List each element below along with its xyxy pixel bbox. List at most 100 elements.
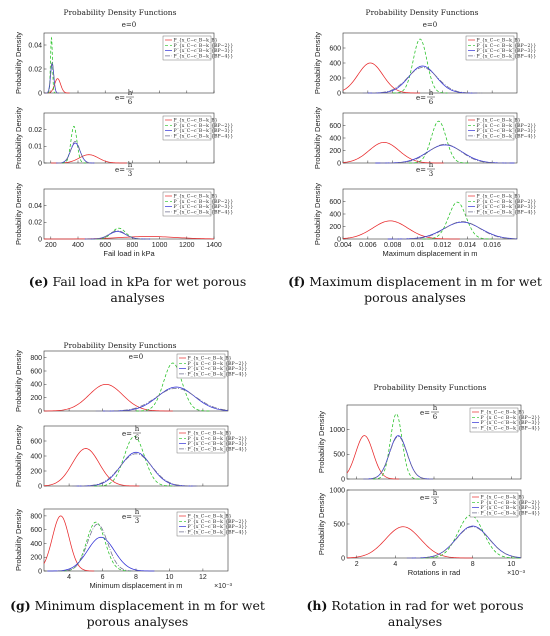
chart-e-panel-0-ytick-label-1: 0.02	[28, 66, 42, 73]
chart-e-panel-1: 0 0.01 0.02 Probability Density P_{x_C−c_B−k…	[14, 107, 233, 169]
chart-f-panel-1-legend: P_{x_C−c_B−k_B}P_{x_C−c_B−k_{BP−2}}P_{x_…	[465, 115, 537, 141]
chart-e-panel-2-legend: P_{x_C−c_B−k_B}P_{x_C−c_B−k_{BP−2}}P_{x_…	[162, 191, 234, 217]
chart-g-panel-2-ytick-label-4: 800	[30, 513, 42, 520]
chart-f-panel-1-series-0	[342, 142, 444, 164]
chart-h-panel-0-legend-label-0: P_{x_C−c_B−k_B}	[481, 410, 525, 416]
chart-e-panel-1-ytick-label-1: 0.01	[28, 144, 42, 151]
chart-h-panel-0-ytick-label-0: 0	[341, 476, 345, 483]
chart-f-panel-0-legend: P_{x_C−c_B−k_B}P_{x_C−c_B−k_{BP−2}}P_{x_…	[465, 35, 536, 61]
chart-g-panel-2-series-1	[59, 521, 133, 572]
chart-g-panel-2-ylabel: Probability Density	[14, 509, 23, 571]
chart-g-panel-2-ytick-label-3: 600	[30, 527, 42, 534]
chart-f-panel-2-legend-label-3: P_{x_C−c_B−k_{BP−4}}	[477, 210, 537, 216]
chart-f-title: Probability Density Functions	[366, 8, 479, 17]
caption-h-letter: (h)	[306, 598, 328, 613]
chart-f-panel-2-legend: P_{x_C−c_B−k_B}P_{x_C−c_B−k_{BP−2}}P_{x_…	[465, 191, 537, 217]
chart-e-panel-2-legend-label-0: P_{x_C−c_B−k_B}	[174, 194, 218, 200]
chart-g-panel-2-subtitle-den: 3	[135, 517, 139, 525]
caption-e-text: Fail load in kPa for wet porous analyses	[52, 274, 247, 305]
chart-g-panel-0: 0 200 400 600 800 Probability Density P_{x_C−c…	[14, 350, 247, 416]
chart-g-xlabel: Minimum displacement in m	[90, 581, 183, 590]
chart-e-panel-1-legend-label-1: P_{x_C−c_B−k_{BP−2}}	[174, 123, 234, 129]
chart-e-panel-1-legend-label-2: P_{x_C−c_B−k_{BP−3}}	[174, 128, 234, 134]
chart-f-panel-2-subtitle: e=h3	[416, 161, 435, 178]
chart-g-panel-1-series-1	[94, 436, 175, 487]
chart-f-panel-2-legend-label-1: P_{x_C−c_B−k_{BP−2}}	[477, 199, 537, 205]
chart-e-panel-1-subtitle: e=h6	[115, 89, 134, 106]
chart-e-panel-0-legend: P_{x_C−c_B−k_B}P_{x_C−c_B−k_{BP−2}} P_{x_…	[162, 35, 234, 61]
chart-e-panel-0-legend-label-1: P_{x_C−c_B−k_{BP−2}}	[174, 43, 234, 49]
chart-g-panel-0-series-1	[136, 362, 210, 412]
chart-g-xtick-label-3: 10	[166, 574, 174, 581]
chart-g-panel-2: 0 200 400 600 800 Probability Density P_{x_C−c…	[14, 509, 247, 576]
chart-g-panel-2-subtitle-lhs: e=	[122, 513, 132, 521]
chart-f-panel-1-subtitle-num: h	[429, 89, 434, 97]
chart-g-panel-2-subtitle: e=h3	[122, 508, 141, 525]
chart-f-xtick-label-1: 0.006	[359, 242, 377, 249]
chart-e-xtick-label-4: 1000	[152, 242, 168, 249]
chart-g-panel-2-series-3	[57, 523, 138, 572]
chart-g-panel-1-subtitle-den: 6	[135, 434, 140, 442]
chart-h-xlabel: Rotations in rad	[408, 568, 461, 577]
chart-e-panel-1-series-3	[57, 140, 94, 164]
chart-f-panel-1-series-1	[408, 120, 469, 164]
chart-h-panel-1-legend-label-3: P_{x_C−c_B−k_{BP−4}}	[481, 511, 541, 517]
chart-e-panel-2-series-3	[85, 230, 149, 240]
chart-g-panel-0-ytick-label-0: 0	[38, 408, 42, 415]
chart-e-panel-0-legend-label-3: P_{x_C−c_B−k_{BP−4}}	[174, 54, 234, 60]
chart-g-panel-2-series-0	[43, 515, 95, 572]
chart-f-panel-0-subtitle: e=0	[423, 21, 437, 29]
chart-e-panel-2-legend-label-1: P_{x_C−c_B−k_{BP−2}}	[174, 199, 234, 205]
chart-f-panel-1-ytick-label-2: 400	[329, 135, 341, 142]
chart-f-xtick-label-5: 0.014	[459, 242, 477, 249]
chart-h-panel-0-legend-label-2: P_{x_C−c_B−k_{BP−3}}	[481, 420, 541, 426]
chart-f-panel-2-ytick-label-1: 200	[329, 224, 341, 231]
chart-f-xtick-label-0: 0.004	[334, 242, 352, 249]
chart-h-panel-0-legend-box	[469, 407, 519, 433]
chart-g-xtick-label-0: 4	[67, 574, 71, 581]
caption-f: (f) Maximum displacement in m for wet po…	[280, 274, 550, 306]
chart-e-title: Probability Density Functions	[64, 8, 177, 17]
chart-e-panel-0-legend-label-0: P_{x_C−c_B−k_B}	[174, 38, 218, 44]
chart-f-panel-2-legend-label-2: P_{x_C−c_B−k_{BP−3}}	[477, 204, 537, 210]
chart-f-panel-1-legend-label-3: P_{x_C−c_B−k_{BP−4}}	[477, 134, 537, 140]
chart-f-panel-0-ylabel: Probability Density	[313, 32, 322, 94]
chart-g-panel-2-legend-label-3: P_{x_C−c_B−k_{BP−4}}	[188, 530, 248, 536]
chart-e-panel-1-ytick-label-2: 0.02	[28, 127, 42, 134]
chart-g-panel-1: 0 200 400 600 Probability Density P_{x_C−c_B−…	[14, 425, 247, 491]
chart-h-xtick-label-2: 6	[432, 561, 436, 568]
chart-e-panel-1-subtitle-num: h	[128, 89, 133, 97]
chart-f-panel-0-ytick-label-1: 200	[329, 75, 341, 82]
chart-h-panel-1-subtitle: e=h3	[420, 489, 439, 506]
caption-f-letter: (f)	[288, 274, 306, 289]
chart-g-panel-1-subtitle-num: h	[135, 425, 140, 433]
chart-f-panel-1: 0 200 400 600 Probability Density P_{x_C−c_B−…	[313, 107, 536, 169]
chart-g-panel-1-series-3	[72, 453, 200, 487]
chart-f-panel-1-subtitle: e=h6	[416, 89, 435, 106]
chart-f-panel-2-ytick-label-0: 0	[337, 236, 341, 243]
chart-g-panel-1-subtitle: e=h6	[122, 425, 141, 442]
chart-f-panel-2-subtitle-lhs: e=	[416, 166, 426, 174]
chart-h-panel-0-legend-label-3: P_{x_C−c_B−k_{BP−4}}	[481, 426, 541, 432]
chart-g-panel-0-ytick-label-2: 400	[30, 382, 42, 389]
chart-h-xtick-label-1: 4	[393, 561, 397, 568]
caption-g-letter: (g)	[10, 598, 31, 613]
caption-e: (e) Fail load in kPa for wet porous anal…	[0, 274, 275, 306]
chart-g-panel-0-series-2	[102, 386, 229, 412]
chart-h-panel-0-subtitle-num: h	[433, 404, 438, 412]
chart-e-xtick-label-3: 800	[127, 242, 139, 249]
chart-e-panel-2-subtitle-lhs: e=	[115, 166, 125, 174]
chart-g: Probability Density Functions02004006008…	[14, 341, 247, 590]
chart-g-panel-2-legend-label-0: P_{x_C−c_B−k_B}	[188, 514, 232, 520]
chart-h-xtick-label-3: 8	[471, 561, 475, 568]
chart-e-panel-2-subtitle-num: h	[128, 161, 133, 169]
caption-g: (g) Minimum displacement in m for wet po…	[0, 598, 275, 630]
chart-h-panel-1-legend-label-2: P_{x_C−c_B−k_{BP−3}}	[481, 505, 541, 511]
chart-h-panel-1-series-1	[420, 514, 522, 559]
chart-g-xtick-label-4: 12	[199, 574, 207, 581]
chart-h-panel-0-series-3	[363, 436, 434, 480]
chart-e-panel-0: 0 0.02 0.04 Probability Density P_{x_C−c_B−k…	[14, 32, 233, 98]
chart-f-panel-2-series-3	[392, 221, 518, 240]
chart-f-panel-2: 0 200 400 600 Probability Density P_{x_C−c_B−…	[313, 183, 536, 245]
